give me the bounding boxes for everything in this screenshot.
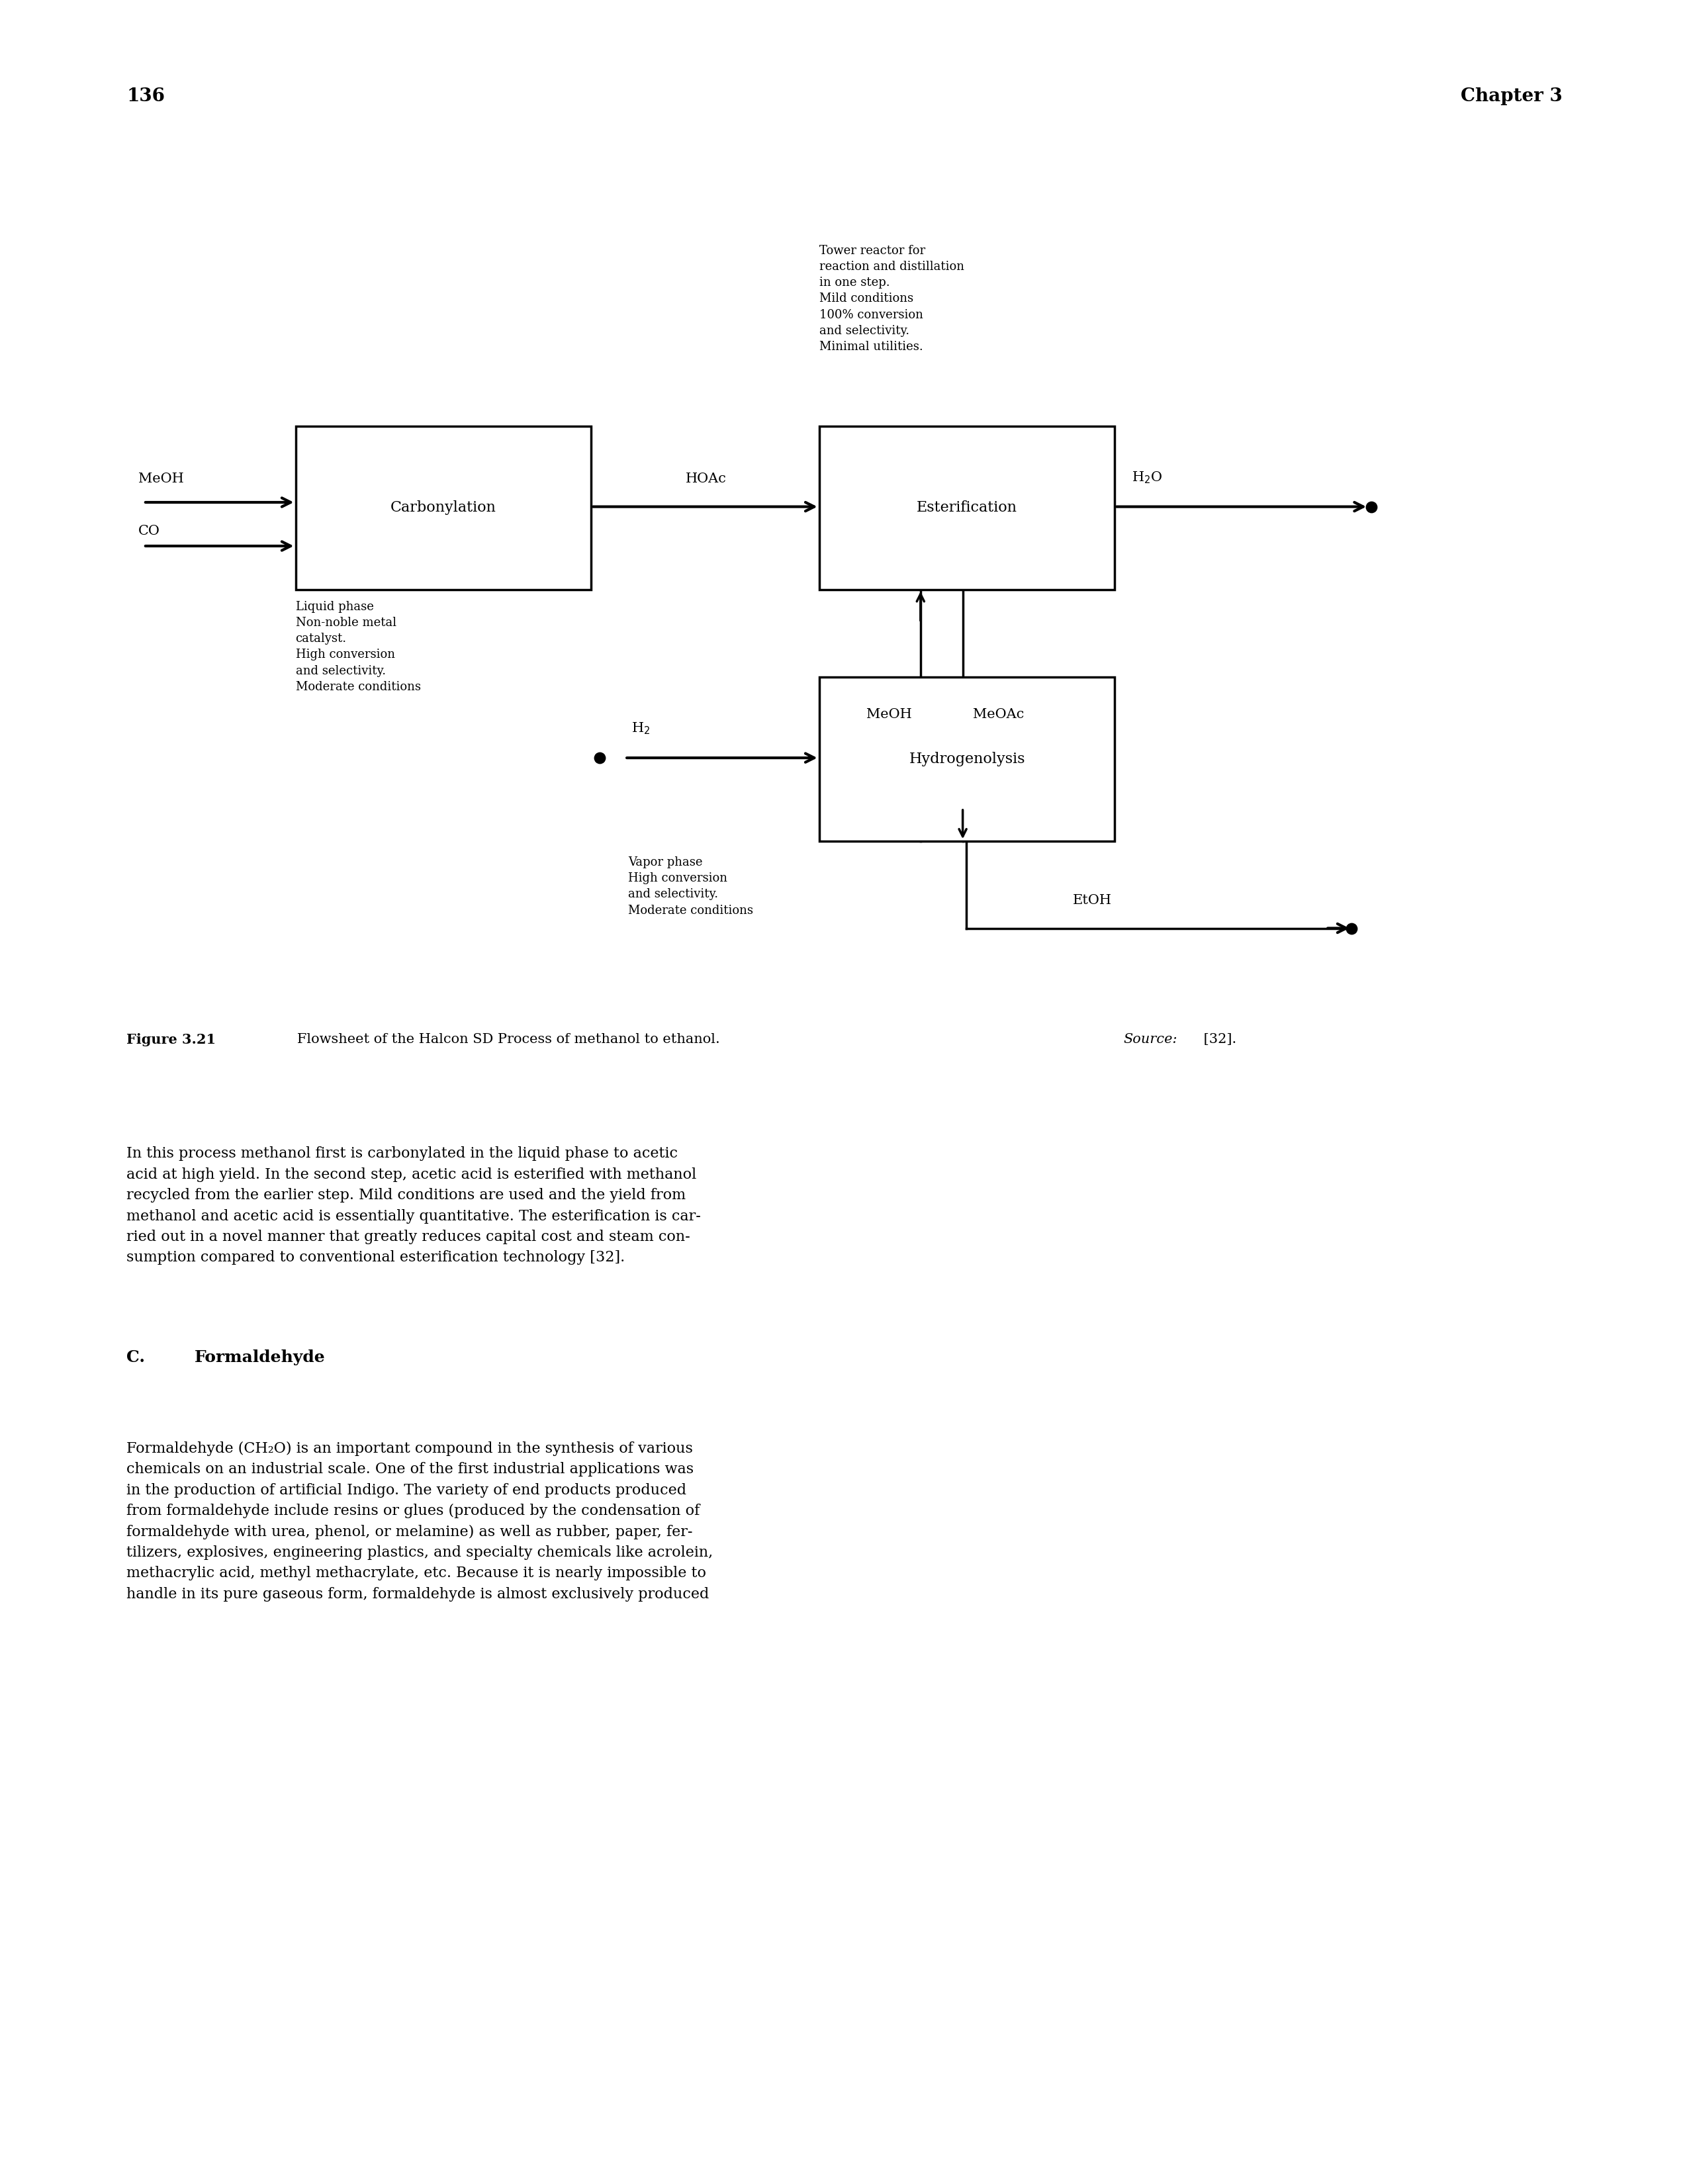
Text: In this process methanol first is carbonylated in the liquid phase to acetic
aci: In this process methanol first is carbon…	[127, 1147, 701, 1265]
Text: MeOH: MeOH	[866, 708, 912, 721]
Point	[1338, 911, 1365, 946]
Text: MeOH: MeOH	[138, 472, 184, 485]
Text: Formaldehyde (CH₂O) is an important compound in the synthesis of various
chemica: Formaldehyde (CH₂O) is an important comp…	[127, 1441, 713, 1601]
Text: H$_2$O: H$_2$O	[1132, 470, 1162, 485]
Text: HOAc: HOAc	[686, 472, 726, 485]
Text: Carbonylation: Carbonylation	[390, 500, 497, 515]
Point	[1358, 489, 1385, 524]
Text: 136: 136	[127, 87, 166, 105]
Text: Chapter 3: Chapter 3	[1461, 87, 1562, 105]
Text: EtOH: EtOH	[1073, 893, 1111, 906]
Text: [32].: [32].	[1199, 1033, 1236, 1046]
Text: MeOAc: MeOAc	[973, 708, 1024, 721]
FancyBboxPatch shape	[819, 426, 1115, 590]
Text: Flowsheet of the Halcon SD Process of methanol to ethanol.: Flowsheet of the Halcon SD Process of me…	[284, 1033, 725, 1046]
Text: Formaldehyde: Formaldehyde	[194, 1350, 324, 1365]
Text: Tower reactor for
reaction and distillation
in one step.
Mild conditions
100% co: Tower reactor for reaction and distillat…	[819, 245, 964, 354]
Text: CO: CO	[138, 524, 160, 537]
Text: Vapor phase
High conversion
and selectivity.
Moderate conditions: Vapor phase High conversion and selectiv…	[628, 856, 753, 917]
Text: H$_2$: H$_2$	[632, 721, 650, 736]
Point	[586, 740, 613, 775]
Text: C.: C.	[127, 1350, 145, 1365]
Text: Source:: Source:	[1123, 1033, 1177, 1046]
Text: Figure 3.21: Figure 3.21	[127, 1033, 216, 1046]
Text: Hydrogenolysis: Hydrogenolysis	[909, 751, 1025, 767]
FancyBboxPatch shape	[819, 677, 1115, 841]
Text: Esterification: Esterification	[917, 500, 1017, 515]
Text: Liquid phase
Non-noble metal
catalyst.
High conversion
and selectivity.
Moderate: Liquid phase Non-noble metal catalyst. H…	[296, 601, 421, 692]
FancyBboxPatch shape	[296, 426, 591, 590]
